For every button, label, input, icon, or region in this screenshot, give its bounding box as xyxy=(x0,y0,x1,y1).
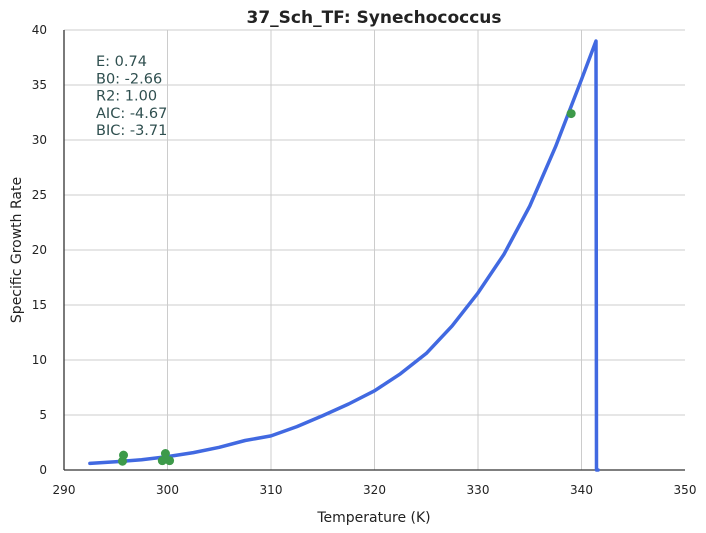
y-tick-label: 35 xyxy=(32,78,47,92)
y-tick-label: 20 xyxy=(32,243,47,257)
fit-stat-line: BIC: -3.71 xyxy=(96,123,167,139)
x-tick-label: 340 xyxy=(570,483,593,497)
gridlines xyxy=(64,29,685,470)
x-tick-labels: 290 300 310 320 330 340 350 xyxy=(53,483,697,497)
data-point xyxy=(157,456,167,466)
fit-stat-line: R2: 1.00 xyxy=(96,89,157,105)
y-tick-label: 5 xyxy=(39,408,47,422)
data-point xyxy=(165,456,175,466)
data-point xyxy=(566,109,576,119)
y-tick-label: 0 xyxy=(39,463,47,477)
y-tick-labels: 0 5 10 15 20 25 30 35 40 xyxy=(32,23,47,477)
y-tick-label: 30 xyxy=(32,133,47,147)
y-tick-label: 25 xyxy=(32,188,47,202)
data-point xyxy=(160,449,170,458)
x-tick-label: 320 xyxy=(363,483,386,497)
fit-stat-line: AIC: -4.67 xyxy=(96,106,167,122)
data-series xyxy=(88,39,600,472)
fit-stat-line: E: 0.74 xyxy=(96,54,147,70)
fit-curve-line xyxy=(88,39,600,472)
x-tick-label: 330 xyxy=(467,483,490,497)
axes xyxy=(63,30,685,471)
y-axis-label: Specific Growth Rate xyxy=(9,177,25,323)
x-tick-label: 350 xyxy=(674,483,697,497)
fit-stat-line: B0: -2.66 xyxy=(96,71,162,87)
y-tick-label: 40 xyxy=(32,23,47,37)
x-tick-label: 290 xyxy=(53,483,76,497)
x-axis-label: Temperature (K) xyxy=(316,510,430,526)
x-tick-label: 300 xyxy=(156,483,179,497)
chart-title: 37_Sch_TF: Synechococcus xyxy=(246,8,501,28)
data-point xyxy=(119,450,129,460)
x-tick-label: 310 xyxy=(260,483,283,497)
y-tick-label: 10 xyxy=(32,353,47,367)
y-tick-label: 15 xyxy=(32,298,47,312)
